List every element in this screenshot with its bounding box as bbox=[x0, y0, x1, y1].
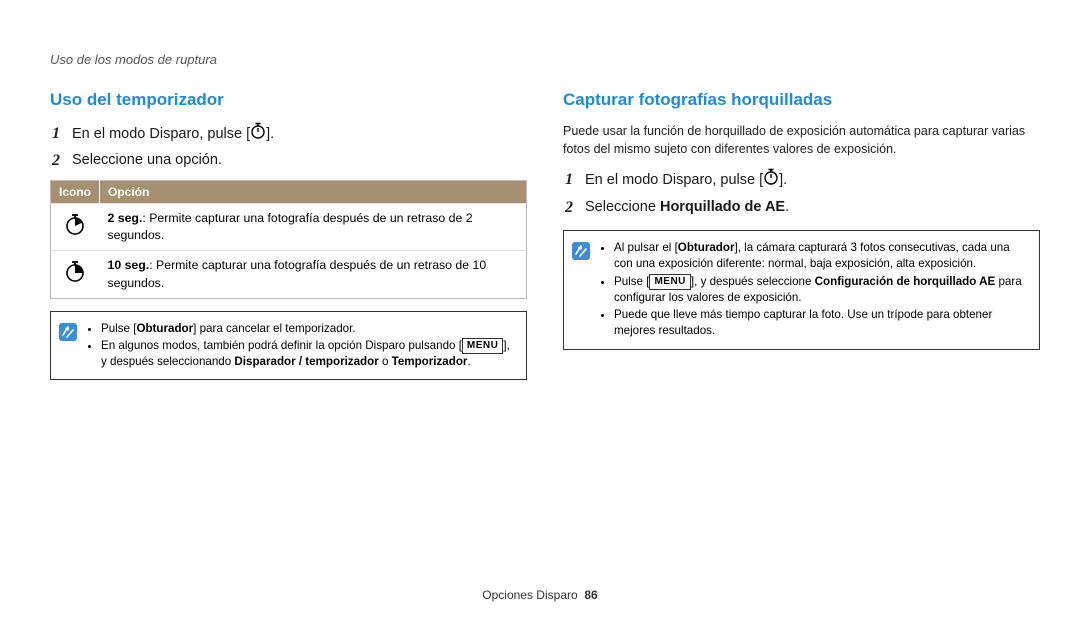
col-header-option: Opción bbox=[100, 180, 527, 203]
timer-options-table: Icono Opción 2 seg.: Permite capturar un… bbox=[50, 180, 527, 299]
note-text: En algunos modos, también podrá definir … bbox=[101, 339, 462, 352]
option-label: 2 seg. bbox=[108, 211, 143, 225]
menu-button-label: MENU bbox=[462, 338, 503, 354]
step-text: Seleccione bbox=[585, 199, 660, 215]
note-item: Al pulsar el [Obturador], la cámara capt… bbox=[614, 240, 1029, 272]
step-text: En el modo Disparo, pulse [ bbox=[72, 126, 250, 142]
right-step-2: Seleccione Horquillado de AE. bbox=[563, 196, 1040, 218]
timer-icon bbox=[763, 168, 779, 193]
note-text: ], y después seleccione bbox=[691, 275, 815, 288]
left-column: Uso del temporizador En el modo Disparo,… bbox=[50, 90, 527, 380]
right-column: Capturar fotografías horquilladas Puede … bbox=[563, 90, 1040, 380]
step-text: ]. bbox=[779, 172, 787, 188]
note-bold: Temporizador bbox=[392, 355, 468, 368]
note-icon bbox=[570, 239, 592, 340]
note-text: Pulse [ bbox=[101, 322, 136, 335]
note-text: ] para cancelar el temporizador. bbox=[193, 322, 355, 335]
note-text: . bbox=[467, 355, 470, 368]
note-item: Puede que lleve más tiempo capturar la f… bbox=[614, 307, 1029, 339]
timer-icon bbox=[250, 122, 266, 147]
note-bold: Disparador / temporizador bbox=[234, 355, 378, 368]
col-header-icon: Icono bbox=[51, 180, 100, 203]
timer-2s-icon bbox=[51, 203, 100, 250]
note-bold: Obturador bbox=[136, 322, 193, 335]
step-text: . bbox=[785, 199, 789, 215]
step-text: En el modo Disparo, pulse [ bbox=[585, 172, 763, 188]
right-step-1: En el modo Disparo, pulse []. bbox=[563, 168, 1040, 193]
heading-bracket: Capturar fotografías horquilladas bbox=[563, 90, 1040, 110]
note-item: Pulse [MENU], y después seleccione Confi… bbox=[614, 274, 1029, 306]
note-bold: Obturador bbox=[678, 241, 735, 254]
step-bold: Horquillado de AE bbox=[660, 199, 785, 215]
right-note-box: Al pulsar el [Obturador], la cámara capt… bbox=[563, 230, 1040, 349]
option-10s: 10 seg.: Permite capturar una fotografía… bbox=[100, 251, 527, 298]
table-row: 2 seg.: Permite capturar una fotografía … bbox=[51, 203, 527, 250]
option-2s: 2 seg.: Permite capturar una fotografía … bbox=[100, 203, 527, 250]
footer-section: Opciones Disparo bbox=[482, 588, 577, 602]
intro-text: Puede usar la función de horquillado de … bbox=[563, 122, 1040, 158]
note-bold: Configuración de horquillado AE bbox=[815, 275, 996, 288]
breadcrumb: Uso de los modos de ruptura bbox=[50, 52, 217, 67]
timer-10s-icon bbox=[51, 251, 100, 298]
heading-timer: Uso del temporizador bbox=[50, 90, 527, 110]
page-footer: Opciones Disparo 86 bbox=[0, 588, 1080, 602]
note-icon bbox=[57, 320, 79, 372]
step-text: ]. bbox=[266, 126, 274, 142]
left-step-1: En el modo Disparo, pulse []. bbox=[50, 122, 527, 147]
note-item: Pulse [Obturador] para cancelar el tempo… bbox=[101, 321, 516, 337]
note-text: Pulse [ bbox=[614, 275, 649, 288]
menu-button-label: MENU bbox=[649, 274, 690, 290]
left-note-box: Pulse [Obturador] para cancelar el tempo… bbox=[50, 311, 527, 381]
left-step-2: Seleccione una opción. bbox=[50, 149, 527, 171]
note-text: Al pulsar el [ bbox=[614, 241, 678, 254]
table-row: 10 seg.: Permite capturar una fotografía… bbox=[51, 251, 527, 298]
note-text: o bbox=[379, 355, 392, 368]
option-desc: : Permite capturar una fotografía despué… bbox=[108, 211, 473, 242]
option-desc: : Permite capturar una fotografía despué… bbox=[108, 258, 487, 289]
page-number: 86 bbox=[584, 588, 597, 602]
note-item: En algunos modos, también podrá definir … bbox=[101, 338, 516, 370]
option-label: 10 seg. bbox=[108, 258, 150, 272]
